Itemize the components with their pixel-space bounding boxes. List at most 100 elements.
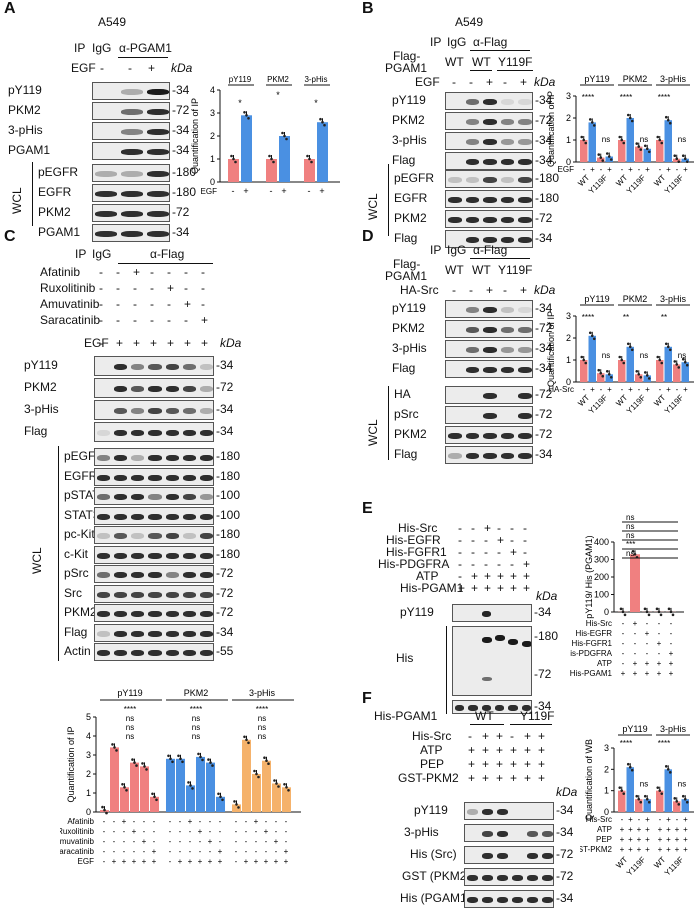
- x-tick-label: +: [264, 827, 269, 836]
- a-wcl-band: [95, 171, 117, 177]
- treatment-tick: +: [496, 743, 504, 757]
- bar-point: [631, 549, 635, 553]
- d-wcl-kda-3: -34: [535, 447, 553, 461]
- x-tick-label: -: [285, 837, 288, 846]
- y-tick-label: 100: [594, 590, 609, 600]
- bar-point: [265, 759, 268, 762]
- bar: [656, 790, 664, 812]
- bar-point: [268, 154, 271, 158]
- y-axis-label: Quantification of IP: [66, 726, 76, 802]
- treatment-tick: +: [538, 771, 546, 785]
- bar-point: [630, 768, 634, 772]
- bar: [626, 118, 634, 162]
- treatment-tick: +: [524, 757, 532, 771]
- c-ip-kda-0: -34: [216, 358, 234, 372]
- bar-point: [675, 800, 679, 803]
- bar-point: [637, 797, 641, 801]
- x-tick-label: -: [179, 817, 182, 826]
- bar-point: [103, 808, 106, 812]
- a-ip-kda-1: -72: [172, 103, 190, 117]
- c-wcl-band: [165, 630, 179, 637]
- sig-label: *: [276, 90, 280, 100]
- sig-label: ****: [620, 93, 632, 102]
- bar-point: [287, 789, 290, 792]
- bar-point: [243, 735, 246, 739]
- x-tick-label: -: [285, 827, 288, 836]
- x-tick-label: +: [683, 385, 688, 394]
- b-ip-blot-2: [445, 132, 533, 150]
- bar: [232, 804, 241, 812]
- x-tick-label: -: [245, 817, 248, 826]
- d-wcl-band: [448, 433, 462, 439]
- x-tick-label: -: [658, 619, 661, 628]
- bar-point: [580, 355, 584, 359]
- treatment-tick: +: [524, 743, 532, 757]
- treatment-tick: +: [184, 336, 192, 350]
- treatment-tick: -: [116, 281, 120, 295]
- bar-point: [658, 358, 662, 362]
- c-ip-band: [199, 430, 213, 436]
- treatment-tick: +: [538, 757, 546, 771]
- f-row-band: [497, 853, 508, 859]
- b-ip-blot-1: [445, 112, 533, 130]
- c-wcl-band: [97, 650, 111, 656]
- treatment-tick: -: [167, 297, 171, 311]
- d-ip-label-1: PKM2: [392, 321, 425, 335]
- f-row-band: [497, 897, 508, 903]
- bar: [605, 156, 613, 162]
- c-wcl-band: [165, 572, 179, 578]
- d-ip-band: [465, 327, 480, 333]
- c-wcl-band: [165, 552, 179, 559]
- kda-label: kDa: [534, 283, 556, 297]
- c-wcl-band: [131, 650, 145, 656]
- bar-point: [105, 811, 108, 815]
- d-ip-blot-0: [445, 300, 533, 318]
- bar-point: [626, 762, 630, 766]
- treatment-tick: -: [150, 313, 154, 327]
- c-wcl-kda-7: -72: [216, 585, 234, 600]
- bar: [626, 346, 634, 382]
- c-ip-band: [114, 408, 128, 414]
- b-wcl-band: [483, 177, 497, 183]
- bar-point: [675, 363, 679, 366]
- sig-label: ns: [192, 714, 200, 723]
- bar-point: [582, 358, 586, 362]
- bar-point: [626, 342, 630, 346]
- bar-point: [685, 800, 689, 804]
- kda-label: kDa: [171, 61, 193, 75]
- bar-point: [668, 771, 672, 774]
- x-tick-label: +: [645, 835, 650, 844]
- treatment-tick: +: [497, 533, 505, 547]
- x-tick-label: -: [583, 385, 586, 394]
- a-wcl-kda-2: -72: [172, 205, 190, 219]
- bar-point: [125, 789, 128, 792]
- sig-label: ns: [258, 732, 266, 741]
- x-tick-label: +: [607, 165, 612, 174]
- bar: [643, 148, 651, 162]
- bar: [166, 758, 175, 812]
- wcl-bracket: [58, 446, 59, 661]
- b-ip-band: [465, 119, 480, 125]
- c-wcl-band: [165, 611, 179, 617]
- x-tick-label: -: [169, 857, 172, 866]
- treatment-tick: -: [523, 533, 527, 547]
- x-tick-label: -: [245, 847, 248, 856]
- bar-point: [622, 141, 626, 145]
- c-wcl-band: [199, 533, 213, 539]
- x-tick-label: +: [683, 825, 688, 834]
- treatment-tick: -: [484, 545, 488, 559]
- d-wcl-band: [518, 413, 532, 419]
- x-tick-label: +: [645, 385, 650, 394]
- group-label: 3-pHis: [249, 688, 276, 698]
- c-wcl-blot-0: [94, 448, 214, 466]
- x-tick-label: -: [103, 837, 106, 846]
- x-tick-label: -: [113, 817, 116, 826]
- f-row-label-2: His (Src): [410, 847, 457, 861]
- hasrc-label: HA-Src: [400, 283, 439, 297]
- treatment-tick: -: [184, 313, 188, 327]
- bar: [196, 756, 205, 812]
- f-row-label-4: His (PGAM1): [400, 891, 471, 905]
- treatment-label-1: His-Src: [412, 729, 452, 743]
- ip-label: IP: [430, 243, 442, 257]
- group-label: pY119: [584, 74, 609, 84]
